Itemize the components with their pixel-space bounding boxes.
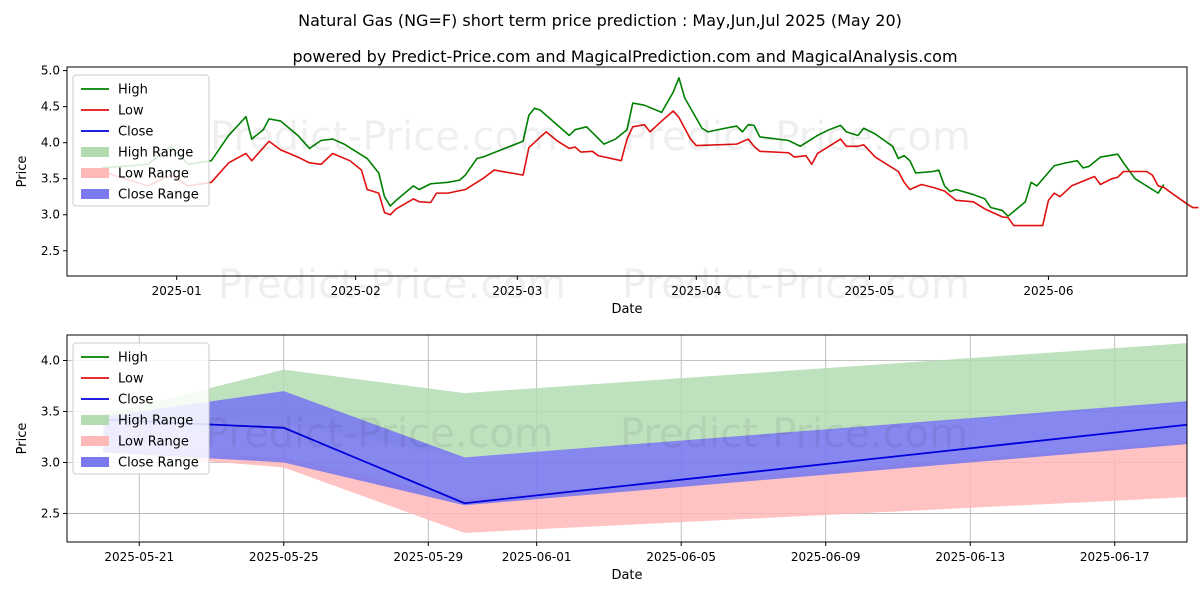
- x-tick-label: 2025-06-13: [935, 550, 1005, 564]
- x-tick-label: 2025-05-21: [104, 550, 174, 564]
- y-tick-label: 4.0: [41, 136, 60, 150]
- legend-label-low-range: Low Range: [118, 435, 189, 450]
- plot-frame: [66, 334, 1188, 543]
- y-tick-label: 2.5: [41, 244, 60, 258]
- y-tick-label: 5.0: [41, 64, 60, 78]
- legend-swatch-low-range: [81, 168, 109, 178]
- x-tick-label: 2025-03: [492, 284, 542, 298]
- legend-swatch-high-range: [81, 415, 109, 425]
- x-tick-label: 2025-01: [152, 284, 202, 298]
- y-tick-label: 3.0: [41, 455, 60, 469]
- x-tick-label: 2025-05-25: [249, 550, 319, 564]
- legend-label-close: Close: [118, 393, 153, 408]
- legend-label-low: Low: [118, 372, 144, 387]
- watermark-text: Predict-Price.com: [623, 114, 971, 160]
- legend-label-close-range: Close Range: [118, 188, 199, 203]
- legend-label-high-range: High Range: [118, 146, 193, 161]
- y-tick-label: 2.5: [41, 506, 60, 520]
- legend: High Low Close High Range Low Range Close Ran…: [72, 342, 210, 475]
- legend-swatch-close-range: [81, 457, 109, 467]
- legend-label-close-range: Close Range: [118, 456, 199, 471]
- legend-label-high: High: [118, 83, 148, 98]
- x-tick-label: 2025-06-01: [502, 550, 572, 564]
- x-tick-label: 2025-04: [671, 284, 721, 298]
- x-tick-label: 2025-02: [331, 284, 381, 298]
- watermark-text: Predict-Price.com: [210, 114, 558, 160]
- x-tick-label: 2025-05: [844, 284, 894, 298]
- series-high-line: [101, 77, 1165, 217]
- watermark-text: Predict-Price.com: [620, 411, 968, 457]
- legend-swatch-close-range: [81, 189, 109, 199]
- watermark-text: Predict-Price.com: [622, 262, 970, 308]
- x-tick-label: 2025-06: [1023, 284, 1073, 298]
- watermark-text: Predict-Price.com: [218, 262, 566, 308]
- legend-label-low: Low: [118, 104, 144, 119]
- chart-subtitle: powered by Predict-Price.com and Magical…: [292, 47, 957, 66]
- x-tick-label: 2025-05-29: [393, 550, 463, 564]
- main-chart-panel: Predict-Price.com Predict-Price.com Predic…: [15, 64, 1199, 317]
- plot-frame: [66, 66, 1188, 277]
- legend-swatch-high-range: [81, 147, 109, 157]
- x-tick-label: 2025-06-17: [1080, 550, 1150, 564]
- chart-title: Natural Gas (NG=F) short term price pred…: [298, 11, 902, 30]
- y-tick-label: 3.0: [41, 208, 60, 222]
- y-tick-label: 3.5: [41, 172, 60, 186]
- legend: High Low Close High Range Low Range Close Ran…: [72, 74, 210, 207]
- legend-label-high-range: High Range: [118, 414, 193, 429]
- x-tick-label: 2025-06-05: [646, 550, 716, 564]
- x-tick-label: 2025-06-09: [791, 550, 861, 564]
- y-tick-label: 3.5: [41, 404, 60, 418]
- legend-label-low-range: Low Range: [118, 167, 189, 182]
- watermark-text: Predict-Price.com: [205, 411, 553, 457]
- legend-label-close: Close: [118, 125, 153, 140]
- series-low-line: [101, 110, 1199, 227]
- y-axis-label: Price: [15, 423, 30, 455]
- x-axis-label: Date: [611, 568, 642, 583]
- y-tick-label: 4.0: [41, 353, 60, 367]
- y-tick-label: 4.5: [41, 100, 60, 114]
- forecast-chart-panel: Predict-Price.com Predict-Price.com 2025-0…: [15, 334, 1188, 583]
- x-axis-label: Date: [611, 302, 642, 317]
- legend-label-high: High: [118, 351, 148, 366]
- close-range-band: [103, 391, 1188, 506]
- y-axis-label: Price: [15, 156, 30, 188]
- legend-swatch-low-range: [81, 436, 109, 446]
